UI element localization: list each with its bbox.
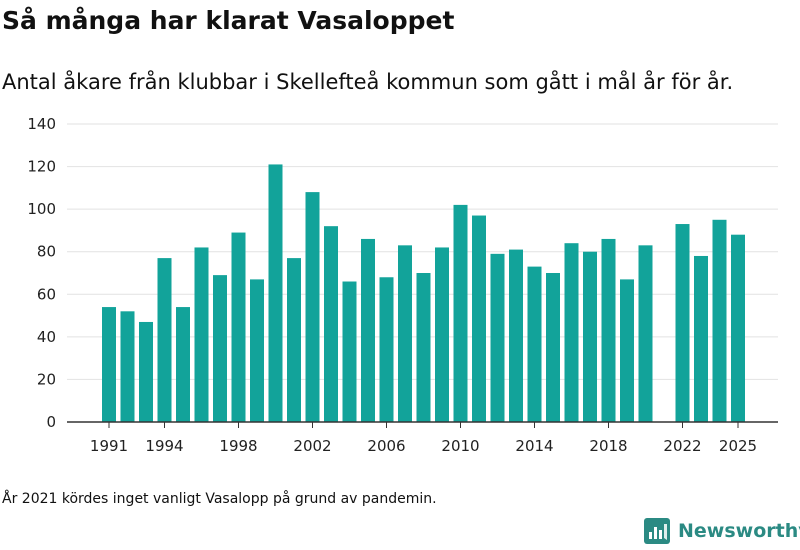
bar-1995 (176, 307, 190, 422)
bar-1991 (102, 307, 116, 422)
bar-chart: 0 20 40 60 80 100 120 140 1991 1994 1998 2002 2006 2… (27, 115, 778, 455)
bar-2024 (712, 219, 727, 422)
bar-2004 (342, 281, 357, 422)
y-tick-label: 140 (27, 115, 56, 133)
bar-1999 (250, 279, 264, 422)
brand-logo: Newsworthy (644, 518, 800, 544)
y-tick-label: 100 (27, 200, 56, 218)
bar-2009 (435, 247, 449, 422)
x-tick-label: 1998 (219, 437, 257, 455)
bar-2000 (268, 164, 283, 422)
bar-2020 (638, 245, 653, 422)
y-tick-label: 20 (37, 370, 56, 388)
bar-2012 (490, 253, 505, 422)
bar-1992 (120, 311, 135, 422)
bar-2022 (675, 224, 690, 422)
x-tick-label: 2010 (441, 437, 479, 455)
bar-2018 (601, 238, 616, 422)
chart-subtitle: Antal åkare från klubbar i Skellefteå ko… (2, 70, 734, 94)
bar-1994 (157, 258, 172, 422)
chart-footnote: År 2021 kördes inget vanligt Vasalopp på… (2, 491, 437, 507)
x-tick-label: 2025 (719, 437, 757, 455)
y-tick-label: 40 (37, 328, 56, 346)
bars (102, 164, 745, 422)
bar-2013 (509, 249, 523, 422)
x-tick-label: 2002 (293, 437, 331, 455)
bar-1993 (139, 321, 153, 422)
x-tick-label: 2018 (589, 437, 627, 455)
x-tick-label: 2006 (367, 437, 405, 455)
bar-2015 (546, 273, 560, 422)
x-tick-label: 1994 (145, 437, 183, 455)
y-tick-label: 120 (27, 158, 56, 176)
y-tick-label: 0 (46, 413, 56, 431)
x-tick-label: 1991 (90, 437, 128, 455)
x-tick-label: 2022 (663, 437, 701, 455)
bar-1997 (213, 275, 227, 422)
bar-2011 (472, 215, 486, 422)
newsworthy-logo-icon (644, 518, 670, 544)
bar-1998 (231, 232, 246, 422)
chart-title: Så många har klarat Vasaloppet (2, 6, 455, 35)
bar-2016 (564, 243, 579, 422)
y-tick-label: 60 (37, 285, 56, 303)
bar-2025 (731, 234, 745, 422)
bar-2001 (287, 258, 301, 422)
x-axis-ticks: 1991 1994 1998 2002 2006 2010 2014 2018 2022 2025 (90, 422, 757, 455)
bar-2008 (416, 273, 431, 422)
bar-2005 (361, 238, 375, 422)
y-axis-ticks: 0 20 40 60 80 100 120 140 (27, 115, 56, 431)
y-tick-label: 80 (37, 243, 56, 261)
bar-2002 (305, 192, 320, 422)
bar-1996 (194, 247, 209, 422)
bar-2003 (324, 226, 338, 422)
bar-2019 (620, 279, 634, 422)
bar-2006 (379, 277, 394, 422)
bar-2010 (453, 204, 468, 422)
brand-name: Newsworthy (678, 520, 800, 542)
bar-2014 (527, 266, 542, 422)
bar-2017 (583, 251, 597, 422)
bar-2007 (398, 245, 412, 422)
x-tick-label: 2014 (515, 437, 553, 455)
bar-2023 (694, 255, 708, 422)
